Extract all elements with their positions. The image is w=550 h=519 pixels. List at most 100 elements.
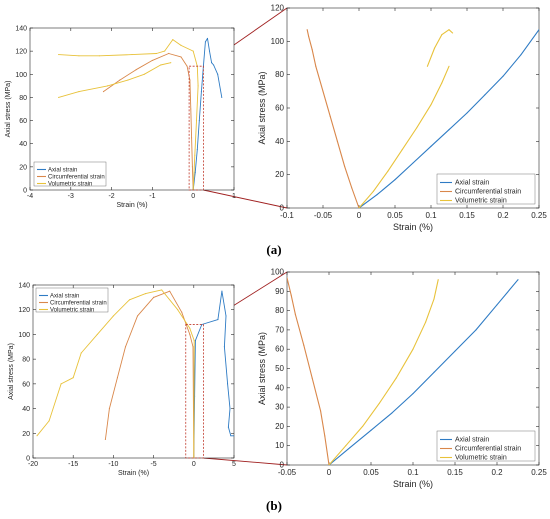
data-point-axial bbox=[198, 120, 200, 122]
y-tick-label: 80 bbox=[275, 306, 284, 315]
data-point-axial bbox=[221, 290, 223, 292]
data-point-axial bbox=[412, 162, 414, 164]
x-tick-label: 0 bbox=[191, 193, 195, 200]
chart-b-overview: -20 -15 -10 -5 0 5 0 20 40 60 80 100 120 140 Strain (%… bbox=[8, 283, 236, 478]
data-point-volumetric bbox=[193, 340, 195, 342]
data-point-circumferential bbox=[344, 165, 346, 167]
data-point-volumetric bbox=[358, 207, 360, 208]
x-tick-label: -3 bbox=[68, 193, 74, 200]
data-point-volumetric bbox=[433, 298, 435, 300]
data-point-volumetric bbox=[372, 190, 374, 192]
data-point-volumetric bbox=[177, 309, 179, 311]
x-tick-label: 0.2 bbox=[497, 211, 509, 220]
data-point-circumferential bbox=[303, 344, 305, 346]
chart-b-zoom: -0.05 0 0.05 0.1 0.15 0.2 0.250102030405060708… bbox=[257, 268, 547, 490]
data-point-circumferential bbox=[324, 435, 326, 437]
x-tick-label: 0 bbox=[192, 461, 196, 468]
data-point-volumetric bbox=[127, 79, 129, 81]
data-point-volumetric bbox=[145, 293, 147, 295]
y-tick-label: 40 bbox=[19, 141, 27, 148]
data-point-axial bbox=[454, 350, 456, 352]
data-point-circumferential bbox=[287, 277, 288, 279]
legend-entry-circumferential: Circumferential strain bbox=[50, 301, 107, 307]
x-tick-label: 0.2 bbox=[491, 468, 503, 477]
data-point-circumferential bbox=[336, 140, 338, 142]
x-tick-label: -4 bbox=[27, 193, 33, 200]
data-point-circumferential bbox=[124, 346, 127, 348]
data-point-axial bbox=[496, 304, 498, 306]
data-point-axial bbox=[227, 383, 229, 385]
data-point-volumetric bbox=[60, 383, 62, 385]
x-tick-label: 0.25 bbox=[531, 468, 547, 477]
data-point-volumetric bbox=[106, 85, 109, 87]
legend-entry-axial: Axial strain bbox=[50, 294, 79, 300]
x-axis-label: Strain (%) bbox=[393, 479, 433, 489]
data-point-volumetric bbox=[416, 127, 418, 129]
data-point-volumetric bbox=[448, 65, 450, 67]
legend-entry-axial: Axial strain bbox=[455, 180, 489, 187]
series-group bbox=[58, 37, 223, 190]
data-point-circumferential bbox=[102, 91, 104, 93]
y-tick-label: 0 bbox=[26, 456, 30, 463]
data-point-circumferential bbox=[186, 65, 188, 67]
data-point-circumferential bbox=[153, 296, 155, 298]
data-point-axial bbox=[376, 194, 378, 196]
legend-entry-axial: Axial strain bbox=[48, 168, 77, 174]
y-tick-label: 60 bbox=[22, 381, 30, 388]
data-point-axial bbox=[517, 279, 519, 281]
data-point-volumetric bbox=[192, 50, 194, 52]
data-point-axial bbox=[221, 96, 223, 98]
data-point-volumetric bbox=[194, 154, 196, 156]
data-point-volumetric bbox=[131, 54, 133, 56]
data-point-circumferential bbox=[136, 315, 139, 317]
data-point-circumferential bbox=[294, 313, 296, 316]
y-tick-label: 0 bbox=[23, 188, 27, 195]
data-point-volumetric bbox=[170, 62, 172, 64]
data-point-circumferential bbox=[311, 377, 313, 379]
y-tick-label: 60 bbox=[275, 345, 284, 354]
data-point-axial bbox=[475, 329, 477, 331]
data-point-volumetric bbox=[195, 120, 198, 122]
x-tick-label: 0.15 bbox=[447, 468, 463, 477]
x-tick-label: 0.25 bbox=[531, 211, 547, 220]
zoom-box bbox=[185, 324, 204, 459]
data-point-circumferential bbox=[135, 69, 137, 71]
x-tick-label: -1 bbox=[149, 193, 155, 200]
y-tick-label: 140 bbox=[18, 283, 30, 290]
data-point-volumetric bbox=[328, 464, 330, 465]
data-point-circumferential bbox=[168, 52, 170, 55]
data-point-circumferential bbox=[191, 166, 193, 168]
series-line-axial-0 bbox=[328, 279, 519, 465]
data-point-circumferential bbox=[315, 65, 317, 67]
x-tick-label: 0.1 bbox=[407, 468, 419, 477]
legend-entry-circumferential: Circumferential strain bbox=[48, 175, 105, 181]
data-point-volumetric bbox=[78, 91, 80, 93]
y-tick-label: 10 bbox=[275, 441, 284, 450]
data-point-axial bbox=[213, 64, 215, 66]
y-tick-label: 40 bbox=[275, 383, 284, 392]
series-group bbox=[36, 289, 234, 458]
data-point-circumferential bbox=[189, 333, 191, 335]
data-point-volumetric bbox=[78, 55, 80, 57]
data-point-axial bbox=[229, 408, 231, 410]
data-point-axial bbox=[200, 91, 202, 93]
series-line-volumetric-2 bbox=[58, 39, 199, 190]
data-point-axial bbox=[230, 435, 232, 437]
data-point-circumferential bbox=[116, 377, 118, 379]
legend-box bbox=[436, 430, 536, 462]
data-point-volumetric bbox=[36, 435, 38, 437]
data-point-volumetric bbox=[401, 149, 403, 151]
y-tick-label: 140 bbox=[15, 26, 27, 33]
data-point-axial bbox=[211, 62, 213, 64]
data-point-circumferential bbox=[329, 115, 331, 117]
data-point-volumetric bbox=[112, 315, 114, 317]
x-tick-label: -5 bbox=[150, 461, 156, 468]
y-tick-label: 120 bbox=[271, 4, 285, 13]
data-point-axial bbox=[448, 129, 450, 131]
legend-entry-volumetric: Volumetric strain bbox=[48, 182, 92, 188]
